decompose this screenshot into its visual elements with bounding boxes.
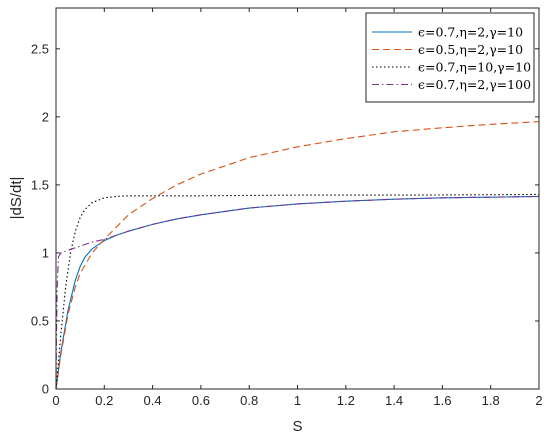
y-tick-label: 1 [42,245,49,260]
legend-label-3: ϵ=0.7,η=10,γ=10 [418,60,531,75]
x-tick-label: 0.8 [240,393,258,408]
legend-label-2: ϵ=0.5,η=2,γ=10 [418,42,523,57]
y-tick-label: 0 [42,382,49,397]
x-tick-label: 0.2 [95,393,113,408]
y-tick-label: 0.5 [31,313,49,328]
x-tick-label: 1 [294,393,301,408]
x-tick-label: 1.6 [433,393,451,408]
legend-label-4: ϵ=0.7,η=2,γ=100 [418,77,531,92]
tick-layer: 0 0.2 0.4 0.6 0.8 1 1.2 1.4 1.6 1.8 2 0 0.5 1 1.5 2 2.5 [31,8,543,408]
x-axis-label: S [292,418,302,435]
x-tick-label: 1.4 [385,393,403,408]
series-line-4 [55,195,540,390]
y-tick-label: 2 [42,109,49,124]
y-tick-label: 1.5 [31,177,49,192]
series-layer [55,121,540,390]
x-tick-label: 0.6 [192,393,210,408]
x-tick-label: 1.8 [482,393,500,408]
series-line-2 [55,121,540,390]
legend-box [365,12,535,103]
legend-label-1: ϵ=0.7,η=2,γ=10 [418,25,523,40]
x-tick-label: 2 [535,393,542,408]
y-tick-label: 2.5 [31,41,49,56]
x-tick-label: 0 [52,393,59,408]
x-tick-label: 0.4 [144,393,162,408]
x-tick-label: 1.2 [337,393,355,408]
y-axis-label: |dS/dt| [8,177,25,220]
legend: ϵ=0.7,η=2,γ=10 ϵ=0.5,η=2,γ=10 ϵ=0.7,η=10,γ… [365,12,535,103]
